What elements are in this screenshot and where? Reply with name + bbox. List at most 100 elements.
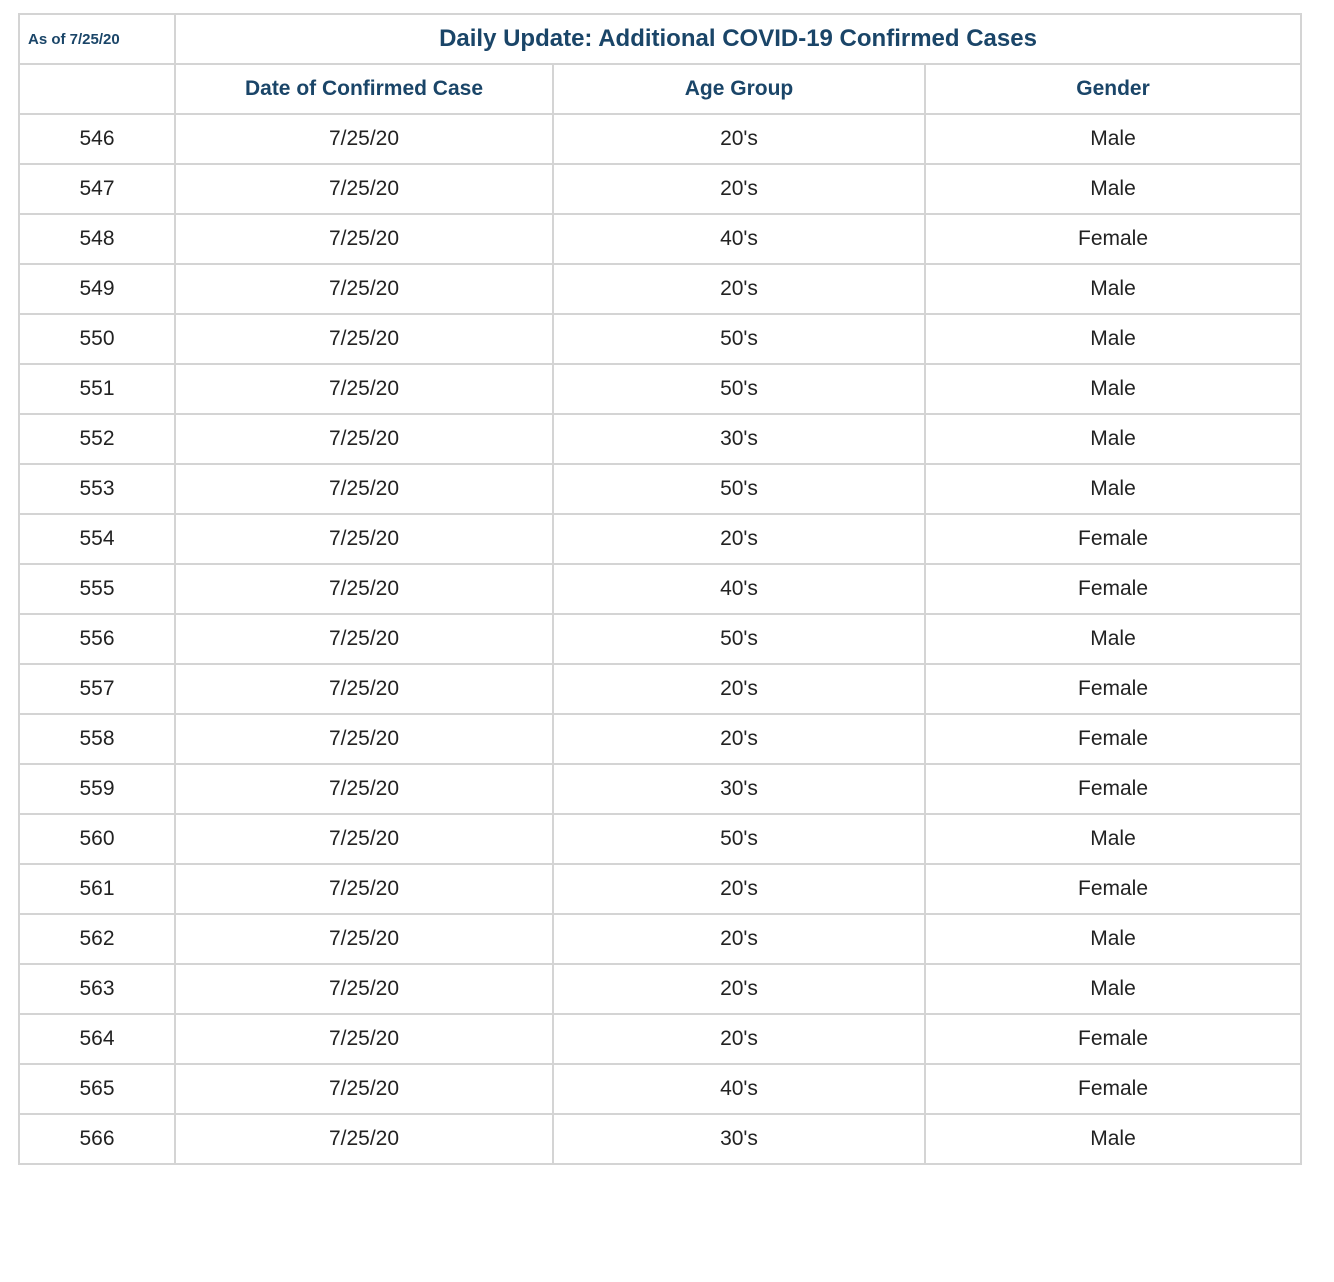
age-group-cell: 20's [552, 863, 926, 915]
case-number-cell: 564 [18, 1013, 176, 1065]
age-group-cell: 20's [552, 513, 926, 565]
age-group-cell: 30's [552, 1113, 926, 1165]
gender-cell: Male [923, 1113, 1303, 1165]
table-row: 552 7/25/20 30's Male [18, 413, 1303, 465]
case-number-cell: 555 [18, 563, 176, 615]
date-cell: 7/25/20 [174, 513, 554, 565]
gender-cell: Male [923, 113, 1303, 165]
case-number-cell: 546 [18, 113, 176, 165]
case-number-cell: 556 [18, 613, 176, 665]
case-number-cell: 559 [18, 763, 176, 815]
age-group-cell: 50's [552, 813, 926, 865]
column-header-date: Date of Confirmed Case [174, 63, 554, 115]
date-cell: 7/25/20 [174, 1063, 554, 1115]
gender-cell: Male [923, 163, 1303, 215]
gender-cell: Male [923, 413, 1303, 465]
age-group-cell: 20's [552, 963, 926, 1015]
gender-cell: Female [923, 663, 1303, 715]
table-row: 548 7/25/20 40's Female [18, 213, 1303, 265]
age-group-cell: 40's [552, 213, 926, 265]
gender-cell: Male [923, 313, 1303, 365]
case-number-cell: 548 [18, 213, 176, 265]
table-row: 566 7/25/20 30's Male [18, 1113, 1303, 1165]
case-number-cell: 562 [18, 913, 176, 965]
gender-cell: Male [923, 463, 1303, 515]
gender-cell: Male [923, 363, 1303, 415]
case-number-cell: 554 [18, 513, 176, 565]
table-row: 554 7/25/20 20's Female [18, 513, 1303, 565]
table-row: 564 7/25/20 20's Female [18, 1013, 1303, 1065]
date-cell: 7/25/20 [174, 563, 554, 615]
case-number-cell: 549 [18, 263, 176, 315]
table-row: 551 7/25/20 50's Male [18, 363, 1303, 415]
age-group-cell: 20's [552, 1013, 926, 1065]
date-cell: 7/25/20 [174, 413, 554, 465]
age-group-cell: 50's [552, 613, 926, 665]
table-row: 559 7/25/20 30's Female [18, 763, 1303, 815]
gender-cell: Female [923, 563, 1303, 615]
age-group-cell: 20's [552, 913, 926, 965]
gender-cell: Male [923, 263, 1303, 315]
case-number-cell: 553 [18, 463, 176, 515]
table-row: 561 7/25/20 20's Female [18, 863, 1303, 915]
gender-cell: Female [923, 713, 1303, 765]
case-number-cell: 552 [18, 413, 176, 465]
table-row: 558 7/25/20 20's Female [18, 713, 1303, 765]
case-number-cell: 563 [18, 963, 176, 1015]
table-row: 550 7/25/20 50's Male [18, 313, 1303, 365]
case-number-cell: 565 [18, 1063, 176, 1115]
date-cell: 7/25/20 [174, 963, 554, 1015]
case-number-cell: 557 [18, 663, 176, 715]
table-row: 557 7/25/20 20's Female [18, 663, 1303, 715]
column-header-gender: Gender [923, 63, 1303, 115]
age-group-cell: 20's [552, 163, 926, 215]
table-body: 546 7/25/20 20's Male 547 7/25/20 20's Male 548 7… [18, 113, 1303, 1165]
date-cell: 7/25/20 [174, 863, 554, 915]
age-group-cell: 20's [552, 663, 926, 715]
date-cell: 7/25/20 [174, 263, 554, 315]
case-number-cell: 560 [18, 813, 176, 865]
age-group-cell: 20's [552, 113, 926, 165]
column-header-age-group: Age Group [552, 63, 926, 115]
age-group-cell: 20's [552, 713, 926, 765]
as-of-date: As of 7/25/20 [18, 13, 176, 65]
table-row: 553 7/25/20 50's Male [18, 463, 1303, 515]
age-group-cell: 40's [552, 1063, 926, 1115]
table-row: 546 7/25/20 20's Male [18, 113, 1303, 165]
date-cell: 7/25/20 [174, 713, 554, 765]
age-group-cell: 50's [552, 313, 926, 365]
date-cell: 7/25/20 [174, 1013, 554, 1065]
gender-cell: Female [923, 513, 1303, 565]
date-cell: 7/25/20 [174, 613, 554, 665]
gender-cell: Male [923, 963, 1303, 1015]
age-group-cell: 40's [552, 563, 926, 615]
gender-cell: Female [923, 763, 1303, 815]
date-cell: 7/25/20 [174, 763, 554, 815]
age-group-cell: 20's [552, 263, 926, 315]
case-number-cell: 550 [18, 313, 176, 365]
gender-cell: Female [923, 863, 1303, 915]
gender-cell: Male [923, 613, 1303, 665]
date-cell: 7/25/20 [174, 913, 554, 965]
table-row: 562 7/25/20 20's Male [18, 913, 1303, 965]
case-number-cell: 551 [18, 363, 176, 415]
table-row: 565 7/25/20 40's Female [18, 1063, 1303, 1115]
table-row: 563 7/25/20 20's Male [18, 963, 1303, 1015]
date-cell: 7/25/20 [174, 1113, 554, 1165]
gender-cell: Male [923, 913, 1303, 965]
age-group-cell: 30's [552, 763, 926, 815]
table-row: 549 7/25/20 20's Male [18, 263, 1303, 315]
age-group-cell: 50's [552, 463, 926, 515]
date-cell: 7/25/20 [174, 663, 554, 715]
case-number-cell: 558 [18, 713, 176, 765]
column-header-row: Date of Confirmed Case Age Group Gender [18, 63, 1303, 115]
table-row: 547 7/25/20 20's Male [18, 163, 1303, 215]
date-cell: 7/25/20 [174, 363, 554, 415]
table-row: 556 7/25/20 50's Male [18, 613, 1303, 665]
date-cell: 7/25/20 [174, 113, 554, 165]
column-header-id [18, 63, 176, 115]
age-group-cell: 30's [552, 413, 926, 465]
date-cell: 7/25/20 [174, 163, 554, 215]
table-header: As of 7/25/20 Daily Update: Additional C… [18, 13, 1303, 115]
gender-cell: Female [923, 213, 1303, 265]
